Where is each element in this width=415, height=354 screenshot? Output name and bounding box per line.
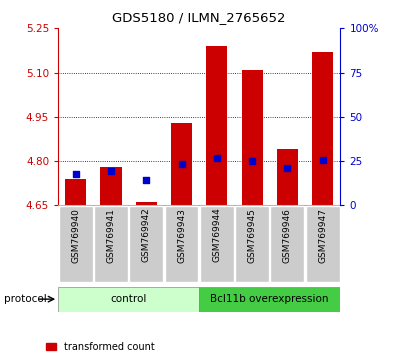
Point <box>213 155 220 161</box>
Bar <box>65 179 86 205</box>
Point <box>143 177 150 183</box>
Text: GSM769944: GSM769944 <box>212 208 221 262</box>
Text: GSM769946: GSM769946 <box>283 208 292 263</box>
Point <box>284 166 290 171</box>
FancyBboxPatch shape <box>200 206 234 282</box>
Title: GDS5180 / ILMN_2765652: GDS5180 / ILMN_2765652 <box>112 11 286 24</box>
Text: GSM769947: GSM769947 <box>318 208 327 263</box>
Legend: transformed count, percentile rank within the sample: transformed count, percentile rank withi… <box>46 342 229 354</box>
FancyBboxPatch shape <box>129 206 163 282</box>
Text: GSM769943: GSM769943 <box>177 208 186 263</box>
Point <box>249 158 255 164</box>
Text: Bcl11b overexpression: Bcl11b overexpression <box>210 294 329 304</box>
Text: GSM769942: GSM769942 <box>142 208 151 262</box>
Bar <box>242 70 263 205</box>
Text: GSM769945: GSM769945 <box>248 208 256 263</box>
Bar <box>171 123 192 205</box>
FancyBboxPatch shape <box>59 206 93 282</box>
Text: control: control <box>110 294 147 304</box>
Bar <box>136 202 157 205</box>
FancyBboxPatch shape <box>165 206 198 282</box>
Bar <box>277 149 298 205</box>
FancyBboxPatch shape <box>58 287 199 312</box>
Text: GSM769941: GSM769941 <box>107 208 115 263</box>
Point <box>178 161 185 167</box>
Text: protocol: protocol <box>4 294 47 304</box>
FancyBboxPatch shape <box>94 206 128 282</box>
FancyBboxPatch shape <box>199 287 340 312</box>
FancyBboxPatch shape <box>306 206 339 282</box>
Bar <box>100 167 122 205</box>
FancyBboxPatch shape <box>235 206 269 282</box>
Point <box>320 157 326 162</box>
Bar <box>312 52 333 205</box>
FancyBboxPatch shape <box>271 206 304 282</box>
Point <box>108 169 115 174</box>
Point <box>73 172 79 177</box>
Bar <box>206 46 227 205</box>
Text: GSM769940: GSM769940 <box>71 208 80 263</box>
